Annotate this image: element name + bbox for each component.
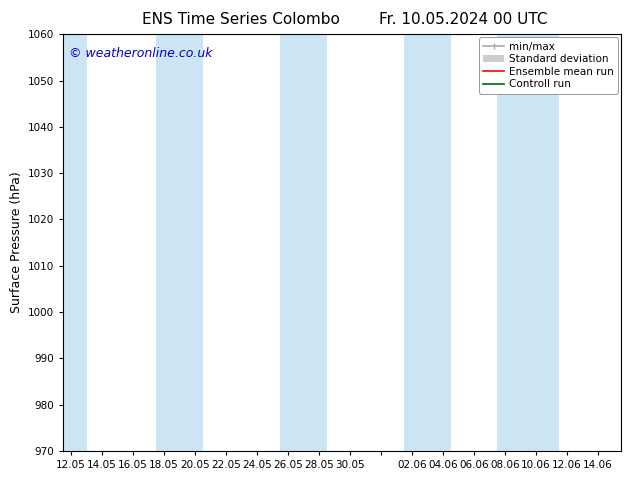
Bar <box>63 34 87 451</box>
Text: ENS Time Series Colombo: ENS Time Series Colombo <box>142 12 340 27</box>
Bar <box>280 34 327 451</box>
Bar <box>497 34 559 451</box>
Y-axis label: Surface Pressure (hPa): Surface Pressure (hPa) <box>10 172 23 314</box>
Legend: min/max, Standard deviation, Ensemble mean run, Controll run: min/max, Standard deviation, Ensemble me… <box>479 37 618 94</box>
Bar <box>157 34 203 451</box>
Text: © weatheronline.co.uk: © weatheronline.co.uk <box>69 47 212 60</box>
Bar <box>404 34 451 451</box>
Text: Fr. 10.05.2024 00 UTC: Fr. 10.05.2024 00 UTC <box>378 12 547 27</box>
